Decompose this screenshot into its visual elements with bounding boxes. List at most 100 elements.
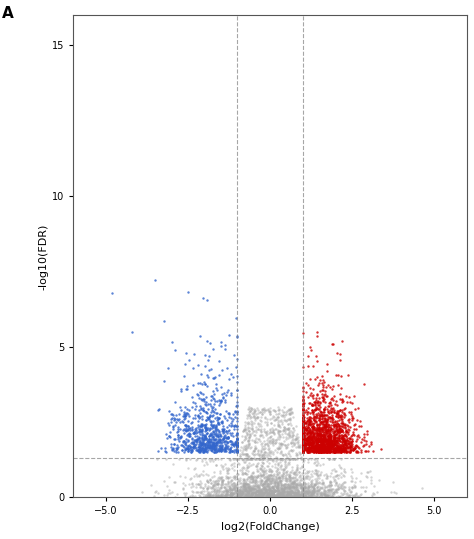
Point — [345, 426, 353, 434]
Point — [212, 488, 220, 496]
Point — [224, 486, 232, 495]
Point — [283, 454, 291, 463]
Point — [271, 477, 279, 486]
Point — [336, 440, 343, 449]
Point — [305, 435, 313, 444]
Point — [226, 482, 234, 490]
Point — [331, 444, 338, 453]
Point — [327, 438, 334, 447]
Point — [219, 443, 226, 451]
Point — [345, 422, 352, 431]
Point — [174, 443, 182, 452]
Point — [202, 458, 210, 466]
Point — [195, 428, 203, 437]
Point — [307, 443, 314, 452]
Point — [182, 445, 189, 453]
Point — [234, 492, 241, 501]
Point — [221, 446, 228, 455]
Point — [310, 426, 318, 434]
Point — [274, 484, 282, 493]
Point — [310, 414, 318, 423]
Point — [300, 422, 307, 431]
Point — [271, 492, 278, 500]
Point — [306, 426, 314, 435]
Point — [263, 427, 271, 436]
Point — [312, 442, 319, 451]
Point — [263, 451, 270, 459]
Point — [274, 474, 282, 482]
Point — [353, 488, 360, 497]
Point — [324, 433, 331, 442]
Point — [193, 431, 201, 440]
Point — [217, 446, 224, 455]
Point — [222, 492, 229, 501]
Point — [332, 472, 340, 481]
Point — [205, 443, 212, 452]
Point — [240, 480, 248, 489]
Point — [230, 448, 238, 457]
Point — [246, 475, 254, 483]
Point — [323, 410, 331, 419]
Point — [249, 485, 257, 493]
Point — [297, 453, 304, 462]
Point — [301, 433, 309, 442]
Point — [281, 464, 289, 472]
Point — [323, 438, 331, 446]
Point — [327, 481, 335, 490]
Point — [331, 445, 339, 454]
Point — [247, 420, 255, 429]
Point — [240, 425, 247, 434]
Point — [300, 440, 307, 449]
Point — [319, 478, 327, 487]
Point — [259, 466, 267, 474]
Point — [191, 399, 199, 407]
Point — [329, 442, 337, 451]
Point — [218, 492, 225, 501]
Point — [292, 488, 300, 497]
Point — [327, 439, 335, 448]
Point — [223, 388, 231, 396]
Point — [216, 483, 224, 492]
Point — [326, 444, 333, 453]
Point — [257, 471, 264, 479]
Point — [306, 425, 314, 433]
Point — [233, 331, 241, 340]
Point — [350, 483, 357, 492]
Point — [294, 492, 302, 500]
Point — [304, 445, 312, 454]
Point — [309, 400, 316, 409]
Point — [304, 446, 312, 454]
Point — [326, 425, 334, 434]
Point — [279, 451, 287, 459]
Point — [326, 440, 334, 448]
Point — [260, 407, 268, 416]
Point — [346, 443, 354, 451]
Point — [213, 447, 220, 455]
Point — [213, 416, 221, 424]
Point — [219, 426, 227, 434]
Point — [312, 460, 319, 469]
Point — [336, 431, 343, 439]
Point — [207, 490, 214, 499]
Point — [300, 417, 307, 425]
Point — [271, 491, 279, 500]
Point — [283, 493, 291, 501]
Point — [270, 427, 277, 436]
Point — [217, 341, 225, 350]
Point — [300, 419, 307, 427]
Point — [265, 487, 273, 496]
Point — [250, 450, 257, 459]
Point — [173, 428, 181, 437]
Point — [231, 481, 239, 489]
Point — [310, 481, 318, 489]
Point — [338, 406, 346, 414]
Point — [271, 493, 279, 501]
Point — [279, 492, 287, 500]
Point — [236, 482, 244, 491]
Point — [195, 441, 203, 450]
Point — [314, 472, 322, 480]
Point — [301, 488, 309, 496]
Point — [175, 415, 183, 424]
Point — [332, 478, 339, 486]
Point — [320, 433, 328, 442]
